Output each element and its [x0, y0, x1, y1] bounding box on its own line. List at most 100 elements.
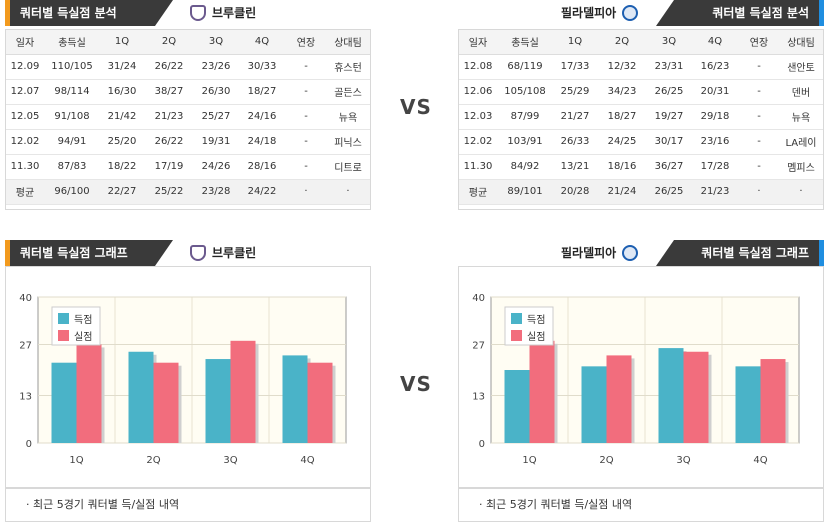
table-cell: · [739, 179, 779, 205]
table-header-cell: 총득실 [44, 30, 100, 55]
bar-scored [282, 355, 308, 443]
table-cell: LA레이 [779, 129, 823, 155]
x-tick-label: 1Q [69, 455, 83, 466]
table-cell: 12.07 [6, 79, 44, 105]
x-tick-label: 2Q [599, 455, 613, 466]
legend-swatch [58, 330, 69, 341]
table-cell: 샌안토 [779, 54, 823, 80]
table-cell: 17/33 [553, 54, 597, 80]
y-tick-label: 27 [19, 340, 32, 351]
bar-scored [658, 348, 684, 443]
bar-scored [735, 366, 761, 443]
table-cell: 휴스턴 [326, 54, 370, 80]
table-header-cell: 연장 [739, 30, 779, 55]
x-tick-label: 1Q [522, 455, 536, 466]
table-cell: 뉴욕 [779, 104, 823, 130]
table-average-row: 평균 89/101 20/28 21/24 26/25 21/23 · · [459, 179, 823, 205]
table-cell: 19/27 [647, 104, 691, 130]
bottom-left-team-name: 브루클린 [212, 246, 257, 260]
y-tick-label: 40 [19, 293, 32, 304]
table-cell: 103/91 [497, 129, 553, 155]
bar-scored [504, 370, 530, 443]
table-header-cell: 3Q [647, 30, 691, 55]
table-cell: 디트로 [326, 154, 370, 180]
x-tick-label: 2Q [146, 455, 160, 466]
table-cell: 24/26 [194, 154, 238, 180]
table-cell: 21/23 [691, 179, 739, 205]
y-tick-label: 40 [472, 293, 485, 304]
table-cell: 18/27 [597, 104, 647, 130]
table-average-row: 평균 96/100 22/27 25/22 23/28 24/22 · · [6, 179, 370, 205]
table-cell: 26/25 [647, 179, 691, 205]
bottom-left-header: 쿼터별 득실점 그래프 브루클린 [5, 240, 371, 266]
brooklyn-logo-icon [190, 5, 206, 21]
bar-scored [581, 366, 607, 443]
table-cell: 26/25 [647, 79, 691, 105]
table-cell: 20/28 [553, 179, 597, 205]
bar-allowed [76, 344, 102, 443]
legend-label: 실점 [74, 331, 92, 343]
table-row: 11.30 87/83 18/22 17/19 24/26 28/16- 디트로 [6, 154, 370, 180]
table-cell: 84/92 [497, 154, 553, 180]
bar-allowed [153, 362, 179, 443]
table-cell: · [326, 179, 370, 205]
table-cell: 12/32 [597, 54, 647, 80]
table-cell: 11.30 [459, 154, 497, 180]
table-cell: 91/108 [44, 104, 100, 130]
bullet-icon: · [26, 498, 30, 511]
x-tick-label: 3Q [223, 455, 237, 466]
top-left-header: 쿼터별 득실점 분석 브루클린 [5, 0, 371, 26]
table-cell: 105/108 [497, 79, 553, 105]
table-cell: 17/19 [144, 154, 194, 180]
table-cell: 23/26 [194, 54, 238, 80]
table-cell: 68/119 [497, 54, 553, 80]
bottom-left-team: 브루클린 [190, 240, 256, 266]
y-tick-label: 0 [479, 439, 485, 450]
top-left-team: 브루클린 [190, 0, 256, 26]
table-header-cell: 상대팀 [326, 30, 370, 55]
table-cell: - [739, 54, 779, 80]
table-cell: - [286, 79, 326, 105]
table-cell: 12.05 [6, 104, 44, 130]
bar-scored [51, 362, 77, 443]
table-cell: 21/24 [597, 179, 647, 205]
bar-scored [128, 351, 154, 443]
table-cell: · [286, 179, 326, 205]
table-cell: 26/30 [194, 79, 238, 105]
table-cell: 28/16 [238, 154, 286, 180]
y-tick-label: 27 [472, 340, 485, 351]
legend-label: 득점 [74, 314, 92, 326]
table-cell: 26/22 [144, 54, 194, 80]
table-cell: 23/28 [194, 179, 238, 205]
table-cell: - [286, 104, 326, 130]
table-cell: 12.02 [6, 129, 44, 155]
table-cell: 평균 [459, 179, 497, 205]
table-row: 12.06 105/108 25/29 34/23 26/25 20/31- 덴버 [459, 79, 823, 105]
y-tick-label: 13 [472, 392, 485, 403]
table-cell: 덴버 [779, 79, 823, 105]
bottom-right-chart-box: 0 13 27 40 1Q 2Q 3Q 4Q 득점 실점 [458, 266, 824, 488]
table-header-cell: 4Q [238, 30, 286, 55]
table-cell: 98/114 [44, 79, 100, 105]
bottom-left-tab: 쿼터별 득실점 그래프 [5, 240, 173, 266]
table-row: 12.08 68/119 17/33 12/32 23/31 16/23- 샌안토 [459, 54, 823, 80]
bottom-left-chart-box: 0 13 27 40 1Q 2Q 3Q 4Q 득점 실점 [5, 266, 371, 488]
top-right-team-name: 필라델피아 [561, 6, 617, 20]
table-cell: 18/22 [100, 154, 144, 180]
table-cell: 26/22 [144, 129, 194, 155]
table-cell: 25/22 [144, 179, 194, 205]
table-cell: 87/99 [497, 104, 553, 130]
table-header-cell: 1Q [553, 30, 597, 55]
table-row: 12.02 103/91 26/33 24/25 30/17 23/16- LA레이 [459, 129, 823, 155]
bullet-icon: · [479, 498, 483, 511]
table-row: 12.02 94/91 25/20 26/22 19/31 24/18- 피닉스 [6, 129, 370, 155]
table-cell: - [739, 154, 779, 180]
table-cell: 24/22 [238, 179, 286, 205]
table-cell: 12.08 [459, 54, 497, 80]
top-vs-label: VS [400, 95, 432, 119]
bottom-left-note-box: · 최근 5경기 쿼터별 득/실점 내역 [5, 488, 371, 522]
table-header-cell: 4Q [691, 30, 739, 55]
